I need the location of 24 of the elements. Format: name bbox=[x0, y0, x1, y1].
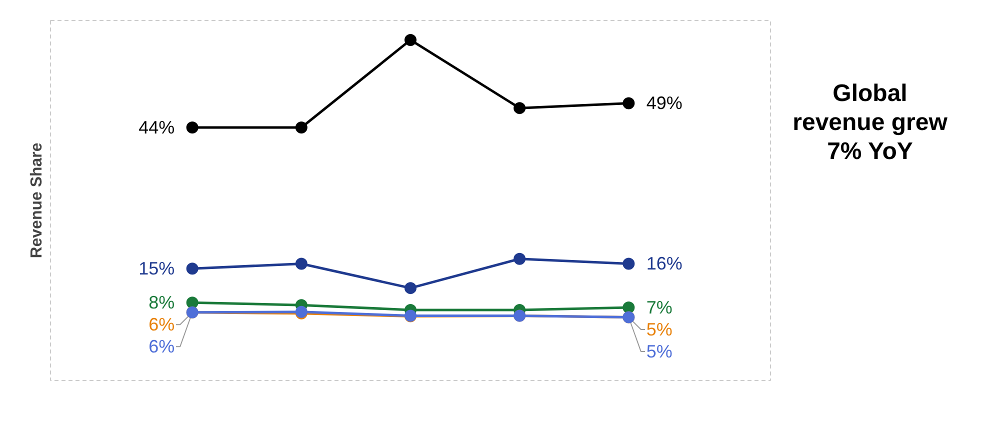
point bbox=[186, 296, 198, 309]
point bbox=[514, 252, 526, 265]
data-label: 44% bbox=[138, 118, 175, 138]
data-label: 6% bbox=[148, 314, 175, 335]
data-label: 6% bbox=[148, 336, 175, 357]
point bbox=[295, 258, 308, 270]
point bbox=[295, 122, 308, 134]
point bbox=[622, 258, 635, 270]
point bbox=[404, 34, 416, 46]
point bbox=[186, 122, 198, 134]
data-label: 5% bbox=[646, 342, 672, 362]
point bbox=[622, 97, 635, 110]
y-axis-title: Revenue Share bbox=[28, 142, 46, 258]
point bbox=[514, 102, 526, 114]
data-label: 49% bbox=[646, 93, 682, 114]
data-label: 8% bbox=[148, 292, 175, 313]
text: Global revenue grew 7% YoY bbox=[792, 80, 948, 166]
data-label: 5% bbox=[646, 320, 672, 340]
data-label: 15% bbox=[138, 258, 175, 279]
point bbox=[186, 262, 198, 275]
data-label: 7% bbox=[646, 298, 672, 318]
data-label: 16% bbox=[646, 254, 682, 274]
point bbox=[622, 302, 635, 314]
point bbox=[404, 282, 416, 294]
